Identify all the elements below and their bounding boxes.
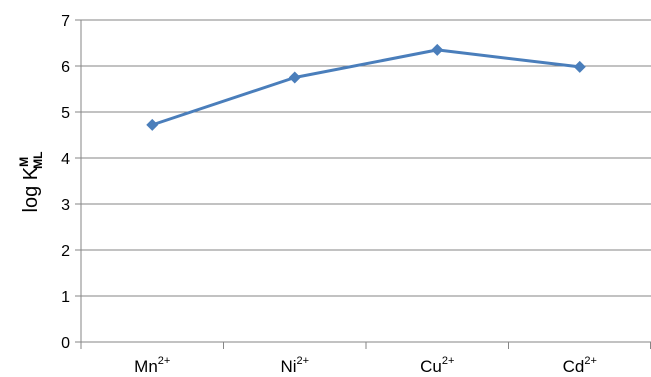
y-tick-labels: 0 1 2 3 4 5 6 7 bbox=[61, 13, 70, 352]
data-point-marker bbox=[288, 71, 301, 84]
axes bbox=[75, 19, 651, 349]
y-axis-title-sub: ML bbox=[31, 152, 45, 169]
data-point-marker bbox=[573, 60, 586, 73]
x-tick-label: Cd2+ bbox=[563, 355, 597, 376]
gridlines bbox=[81, 19, 651, 297]
series bbox=[146, 43, 586, 131]
y-tick-label: 6 bbox=[61, 59, 70, 76]
x-tick-label: Cu2+ bbox=[420, 355, 454, 376]
y-tick-label: 1 bbox=[61, 289, 70, 306]
y-tick-label: 5 bbox=[61, 105, 70, 122]
series-line bbox=[151, 48, 580, 127]
y-tick-label: 2 bbox=[61, 243, 70, 260]
y-axis-title-sup: M bbox=[17, 157, 31, 167]
y-tick-label: 3 bbox=[61, 197, 70, 214]
data-point-marker bbox=[146, 118, 159, 131]
y-axis-title: log KMML bbox=[17, 152, 45, 213]
data-point-marker bbox=[431, 43, 444, 56]
x-tick-label: Ni2+ bbox=[280, 355, 309, 376]
x-tick-labels: Mn2+ Ni2+ Cu2+ Cd2+ bbox=[134, 355, 597, 376]
y-tick-label: 7 bbox=[61, 13, 70, 30]
x-tick-label: Mn2+ bbox=[134, 355, 170, 376]
y-tick-label: 0 bbox=[61, 335, 70, 352]
y-axis-title-main: log K bbox=[20, 166, 42, 212]
y-tick-label: 4 bbox=[61, 151, 70, 168]
